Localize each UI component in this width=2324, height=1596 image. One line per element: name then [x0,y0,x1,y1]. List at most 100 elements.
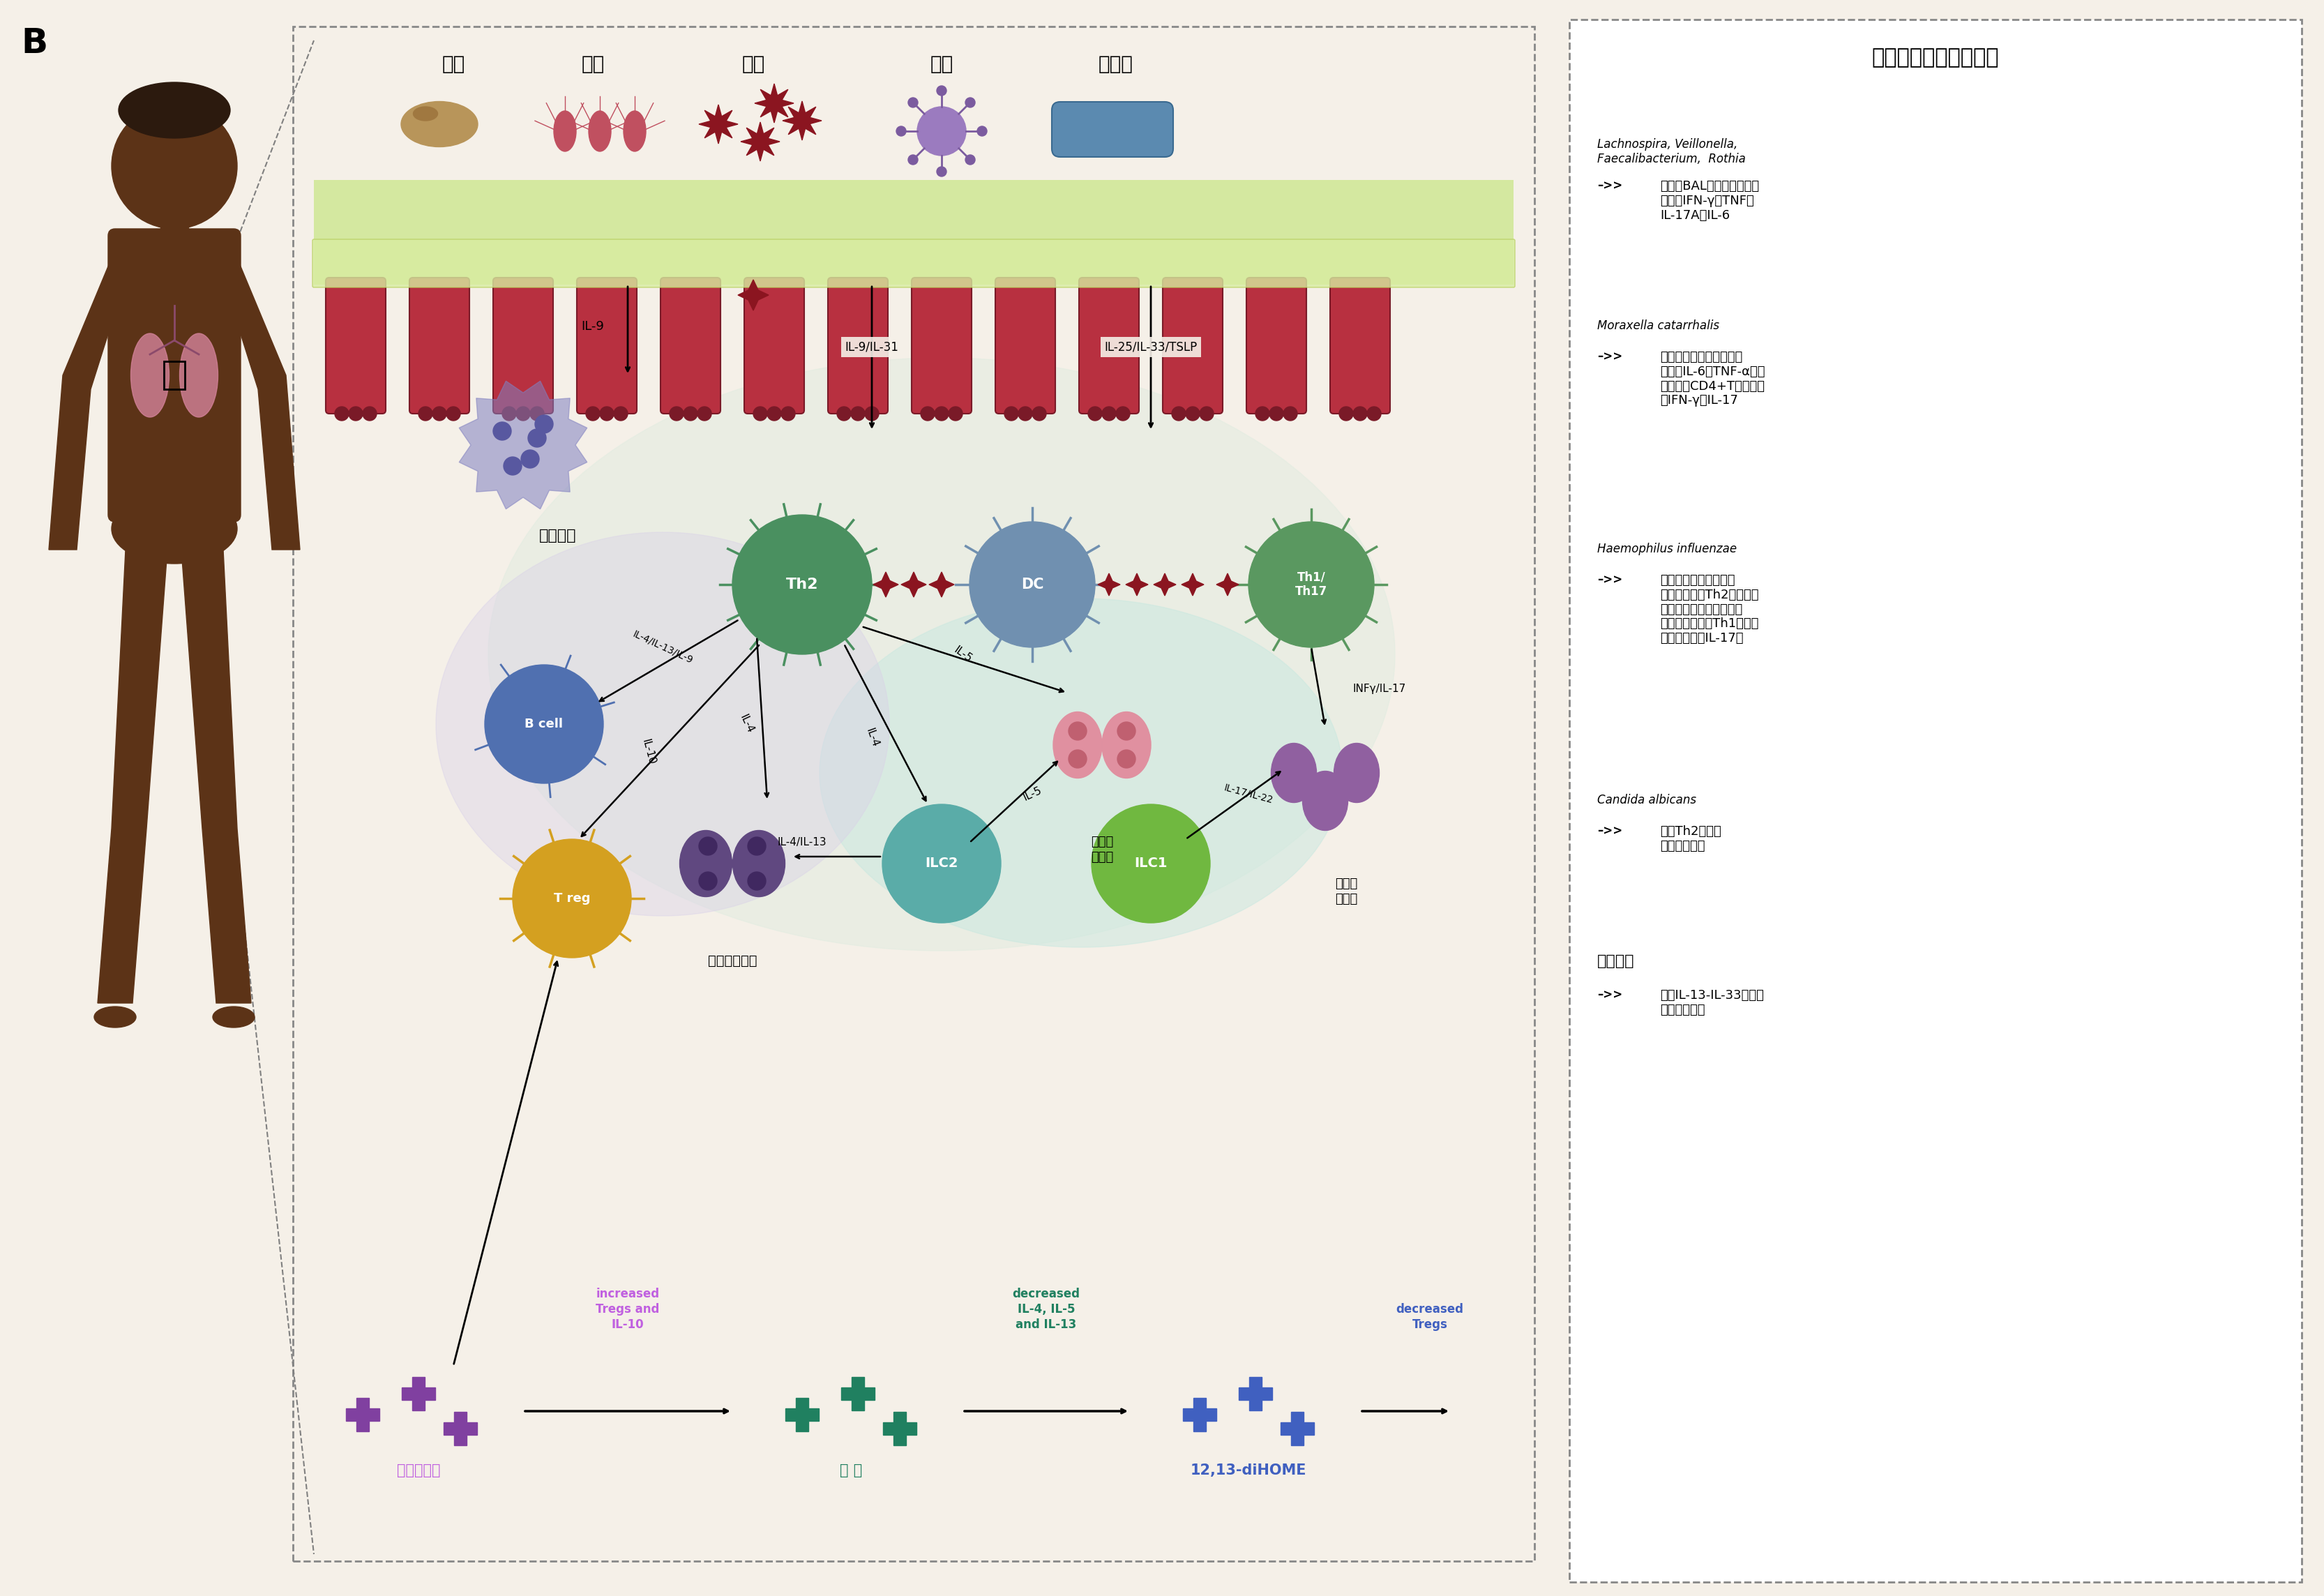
Circle shape [1102,407,1116,421]
Ellipse shape [1271,744,1315,803]
Text: Lachnospira, Veillonella,
Faecalibacterium,  Rothia: Lachnospira, Veillonella, Faecalibacteri… [1597,139,1745,164]
Polygon shape [902,571,927,597]
Text: Moraxella catarrhalis: Moraxella catarrhalis [1597,319,1720,332]
Circle shape [851,407,865,421]
Ellipse shape [732,830,786,897]
Bar [165,361,186,389]
Text: 短链脂肪酸: 短链脂肪酸 [397,1464,439,1478]
Text: 导致类固醇敏感性过敏
性气道疾病（Th2细胞和嗜
酸性粒细胞）转化为类固
醇耐药性疾病（Th1细胞，
中性粒细胞，IL-17）: 导致类固醇敏感性过敏 性气道疾病（Th2细胞和嗜 酸性粒细胞）转化为类固 醇耐药… [1659,575,1759,645]
Text: Candida albicans: Candida albicans [1597,793,1697,806]
Circle shape [516,407,530,421]
Circle shape [976,126,988,136]
Text: 小鼠过敏性气道模型：: 小鼠过敏性气道模型： [1871,48,1999,67]
Polygon shape [1125,573,1148,595]
Ellipse shape [119,83,230,139]
Circle shape [748,836,767,855]
Circle shape [918,107,967,155]
Circle shape [1353,407,1367,421]
Circle shape [964,97,976,107]
Circle shape [493,421,511,440]
Ellipse shape [553,110,576,152]
Text: DC: DC [1020,578,1043,592]
Text: IL-10: IL-10 [639,737,658,766]
Circle shape [535,415,553,433]
Text: 嗜碱性粒细胞: 嗜碱性粒细胞 [709,954,758,967]
Text: Th2: Th2 [786,578,818,592]
Circle shape [1069,750,1088,768]
Ellipse shape [437,531,890,916]
Circle shape [586,407,600,421]
Polygon shape [98,549,167,1002]
Circle shape [964,155,976,164]
Text: Th1/
Th17: Th1/ Th17 [1294,571,1327,598]
Polygon shape [883,1412,916,1446]
Text: IL-9: IL-9 [581,321,604,332]
Circle shape [1118,721,1136,741]
Circle shape [1199,407,1213,421]
Text: 肥大细胞: 肥大细胞 [539,528,576,543]
Circle shape [1255,407,1269,421]
Polygon shape [1097,573,1120,595]
Text: 流感感染: 流感感染 [1597,954,1634,969]
Circle shape [1269,407,1283,421]
Circle shape [1118,750,1136,768]
Text: IL-25/IL-33/TSLP: IL-25/IL-33/TSLP [1104,342,1197,354]
Circle shape [432,407,446,421]
Polygon shape [1281,1412,1313,1446]
Circle shape [363,407,376,421]
Polygon shape [444,1412,476,1446]
Polygon shape [346,1398,379,1432]
FancyBboxPatch shape [493,278,553,413]
Text: 真菌: 真菌 [442,54,465,73]
Text: 抗原: 抗原 [741,54,765,73]
Text: decreased
IL-4, IL-5
and IL-13: decreased IL-4, IL-5 and IL-13 [1013,1288,1081,1331]
Circle shape [486,666,604,784]
Text: 组 胺: 组 胺 [839,1464,862,1478]
Text: –>>: –>> [1597,825,1622,838]
Polygon shape [841,1377,874,1411]
Polygon shape [1153,573,1176,595]
Circle shape [697,407,711,421]
Circle shape [897,126,906,136]
Circle shape [446,407,460,421]
Text: 导致中性粒细胞浸润，高
水平的IL-6，TNF-α，中
等水平的CD4+T细胞衍生
的IFN-γ和IL-17: 导致中性粒细胞浸润，高 水平的IL-6，TNF-α，中 等水平的CD4+T细胞衍… [1659,351,1764,407]
Polygon shape [930,571,955,597]
Circle shape [920,407,934,421]
Polygon shape [739,279,769,310]
Ellipse shape [820,598,1343,948]
Polygon shape [1239,1377,1271,1411]
Text: decreased
Tregs: decreased Tregs [1397,1302,1464,1331]
Polygon shape [402,1377,435,1411]
Circle shape [909,155,918,164]
Polygon shape [460,381,588,509]
Text: 细菌: 细菌 [581,54,604,73]
Circle shape [753,407,767,421]
Polygon shape [216,249,300,549]
Bar [160,187,188,236]
Circle shape [1339,407,1353,421]
Circle shape [683,407,697,421]
Ellipse shape [179,334,218,417]
Ellipse shape [679,830,732,897]
Ellipse shape [1053,712,1102,779]
Text: IL-4: IL-4 [737,713,755,736]
Text: 通过IL-13-IL-33轴诱发
气道高反应性: 通过IL-13-IL-33轴诱发 气道高反应性 [1659,990,1764,1017]
FancyBboxPatch shape [576,278,637,413]
Ellipse shape [95,1007,137,1028]
Text: Haemophilus influenzae: Haemophilus influenzae [1597,543,1736,555]
FancyBboxPatch shape [311,239,1515,287]
FancyBboxPatch shape [995,278,1055,413]
Text: IL-4/IL-13: IL-4/IL-13 [779,838,827,847]
FancyBboxPatch shape [827,278,888,413]
Text: IL-9/IL-31: IL-9/IL-31 [846,342,899,354]
Ellipse shape [588,110,611,152]
Circle shape [669,407,683,421]
Text: –>>: –>> [1597,351,1622,364]
Text: ILC2: ILC2 [925,857,957,870]
FancyBboxPatch shape [1053,102,1174,156]
Circle shape [1171,407,1185,421]
Ellipse shape [402,102,479,147]
Ellipse shape [488,358,1394,951]
FancyBboxPatch shape [1569,19,2301,1582]
FancyBboxPatch shape [911,278,971,413]
